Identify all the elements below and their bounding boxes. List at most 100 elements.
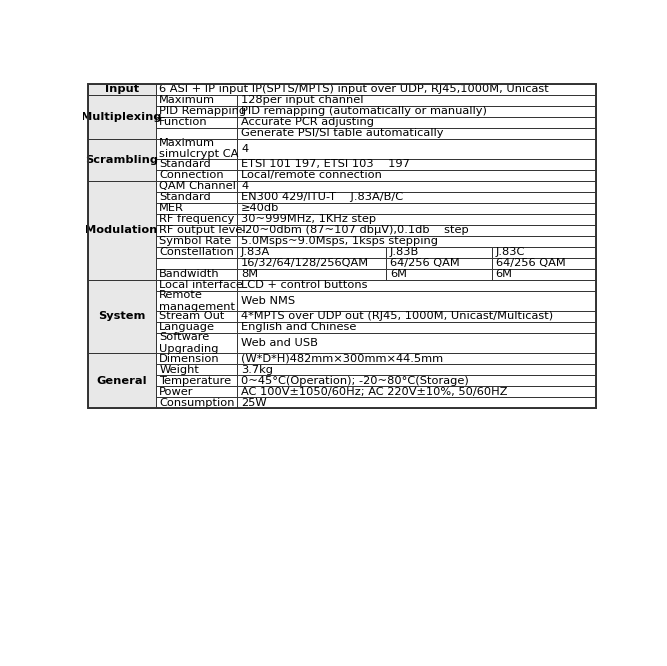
- Text: Input: Input: [105, 84, 139, 94]
- Bar: [156, 364, 237, 375]
- Text: Connection: Connection: [159, 170, 224, 180]
- Text: 64/256 QAM: 64/256 QAM: [496, 258, 566, 268]
- Bar: [87, 83, 156, 95]
- Bar: [156, 202, 237, 214]
- Bar: [156, 333, 237, 353]
- Text: Stream Out: Stream Out: [159, 312, 225, 322]
- Text: Generate PSI/SI table automatically: Generate PSI/SI table automatically: [241, 128, 444, 138]
- Bar: [87, 180, 156, 280]
- Text: PID remapping (automatically or manually): PID remapping (automatically or manually…: [241, 106, 487, 116]
- Bar: [156, 397, 237, 408]
- Text: 6M: 6M: [390, 270, 407, 280]
- Bar: [386, 258, 492, 269]
- Text: General: General: [96, 376, 147, 386]
- Bar: [386, 269, 492, 280]
- Text: 64/256 QAM: 64/256 QAM: [390, 258, 460, 268]
- Bar: [237, 159, 596, 170]
- Text: 0~45°C(Operation); -20~80°C(Storage): 0~45°C(Operation); -20~80°C(Storage): [241, 376, 469, 386]
- Text: Function: Function: [159, 117, 208, 127]
- Text: Software
Upgrading: Software Upgrading: [159, 332, 219, 354]
- Bar: [237, 364, 596, 375]
- Text: Temperature: Temperature: [159, 376, 231, 386]
- Bar: [156, 139, 237, 159]
- Bar: [156, 386, 237, 397]
- Text: Language: Language: [159, 322, 215, 332]
- Text: Consumption: Consumption: [159, 398, 235, 408]
- Bar: [492, 258, 596, 269]
- Text: 6 ASI + IP input IP(SPTS/MPTS) input over UDP, RJ45,1000M, Unicast: 6 ASI + IP input IP(SPTS/MPTS) input ove…: [159, 84, 549, 94]
- Text: 6M: 6M: [496, 270, 513, 280]
- Bar: [156, 117, 237, 128]
- Text: English and Chinese: English and Chinese: [241, 322, 356, 332]
- Text: MER: MER: [159, 203, 184, 213]
- Bar: [156, 105, 237, 117]
- Text: J.83C: J.83C: [496, 247, 525, 257]
- Text: 4: 4: [241, 144, 248, 154]
- Bar: [156, 128, 237, 139]
- Bar: [237, 322, 596, 333]
- Bar: [492, 247, 596, 258]
- Bar: [156, 236, 237, 247]
- Bar: [87, 139, 156, 180]
- Bar: [87, 95, 156, 139]
- Text: Web and USB: Web and USB: [241, 338, 318, 348]
- Text: Accurate PCR adjusting: Accurate PCR adjusting: [241, 117, 374, 127]
- Text: Standard: Standard: [159, 159, 211, 169]
- Bar: [156, 180, 237, 192]
- Bar: [237, 247, 386, 258]
- Bar: [237, 353, 596, 364]
- Text: System: System: [98, 312, 145, 322]
- Bar: [156, 291, 237, 311]
- Text: (W*D*H)482mm×300mm×44.5mm: (W*D*H)482mm×300mm×44.5mm: [241, 354, 443, 364]
- Bar: [237, 291, 596, 311]
- Text: Weight: Weight: [159, 364, 199, 374]
- Text: 5.0Msps~9.0Msps, 1ksps stepping: 5.0Msps~9.0Msps, 1ksps stepping: [241, 236, 438, 246]
- Bar: [156, 225, 237, 236]
- Text: 30~999MHz, 1KHz step: 30~999MHz, 1KHz step: [241, 214, 376, 224]
- Text: 4: 4: [241, 181, 248, 191]
- Bar: [237, 225, 596, 236]
- Text: RF frequency: RF frequency: [159, 214, 235, 224]
- Text: Maximum
simulcrypt CA: Maximum simulcrypt CA: [159, 138, 239, 159]
- Text: ≥40db: ≥40db: [241, 203, 279, 213]
- Bar: [237, 269, 386, 280]
- Text: -20~0dbm (87~107 dbμV),0.1db    step: -20~0dbm (87~107 dbμV),0.1db step: [241, 225, 469, 235]
- Text: Symbol Rate: Symbol Rate: [159, 236, 231, 246]
- Text: Standard: Standard: [159, 192, 211, 202]
- Bar: [237, 397, 596, 408]
- Bar: [237, 386, 596, 397]
- Bar: [87, 280, 156, 353]
- Bar: [237, 192, 596, 202]
- Bar: [156, 280, 237, 291]
- Bar: [156, 269, 237, 280]
- Bar: [237, 105, 596, 117]
- Bar: [156, 353, 237, 364]
- Bar: [237, 180, 596, 192]
- Bar: [156, 322, 237, 333]
- Text: QAM Channel: QAM Channel: [159, 181, 236, 191]
- Bar: [156, 214, 237, 225]
- Text: Constellation: Constellation: [159, 247, 234, 257]
- Bar: [237, 280, 596, 291]
- Text: Maximum: Maximum: [159, 95, 215, 105]
- Bar: [237, 170, 596, 180]
- Text: EN300 429/ITU-T    J.83A/B/C: EN300 429/ITU-T J.83A/B/C: [241, 192, 403, 202]
- Bar: [156, 375, 237, 386]
- Bar: [87, 353, 156, 408]
- Bar: [237, 375, 596, 386]
- Text: Local interface: Local interface: [159, 280, 243, 290]
- Text: ETSI 101 197, ETSI 103    197: ETSI 101 197, ETSI 103 197: [241, 159, 410, 169]
- Text: Remote
management: Remote management: [159, 290, 235, 312]
- Bar: [237, 117, 596, 128]
- Bar: [156, 247, 237, 258]
- Text: AC 100V±1050/60Hz; AC 220V±10%, 50/60HZ: AC 100V±1050/60Hz; AC 220V±10%, 50/60HZ: [241, 386, 508, 396]
- Text: Multiplexing: Multiplexing: [81, 112, 162, 122]
- Bar: [492, 269, 596, 280]
- Text: Modulation: Modulation: [85, 225, 158, 235]
- Text: 25W: 25W: [241, 398, 267, 408]
- Bar: [237, 202, 596, 214]
- Text: PID Remapping: PID Remapping: [159, 106, 247, 116]
- Text: RF output level: RF output level: [159, 225, 246, 235]
- Bar: [156, 170, 237, 180]
- Bar: [237, 258, 386, 269]
